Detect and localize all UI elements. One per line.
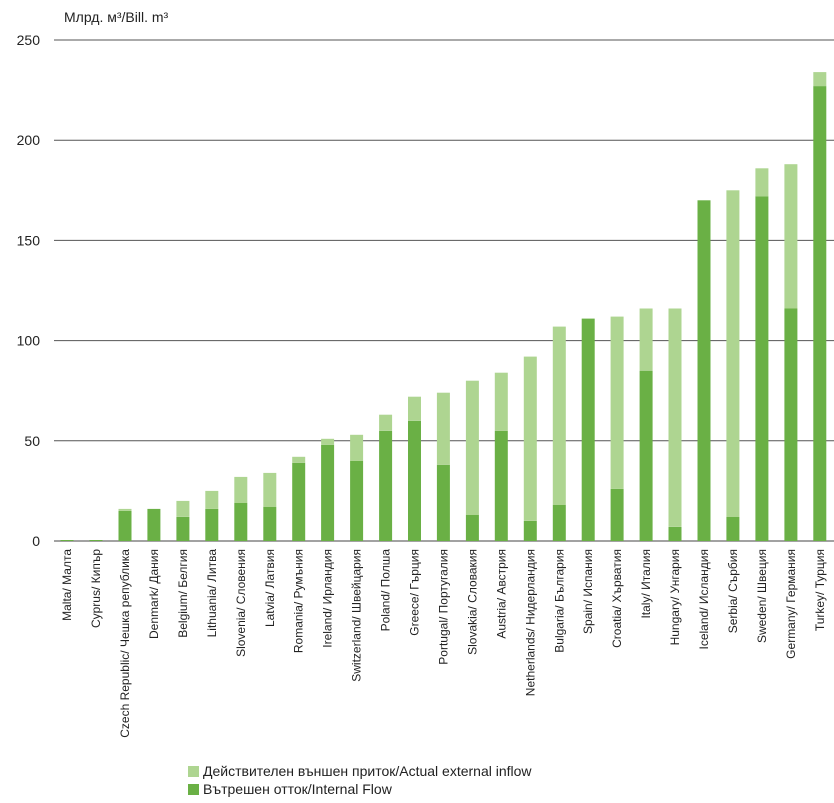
x-axis-labels: Malta/ Малта Cyprus/ Кипър Czech Republic/…	[60, 549, 827, 738]
x-tick-label: Poland/ Полша	[379, 549, 393, 632]
legend-swatch-external-inflow	[188, 765, 199, 777]
y-axis-ticks: 0 50 100 150 200 250	[17, 32, 41, 549]
x-tick-label: Romania/ Румъния	[292, 549, 306, 653]
bar-external-inflow-21	[668, 308, 682, 527]
bar-internal-flow-3	[147, 508, 161, 541]
bar-internal-flow-24	[755, 196, 769, 542]
bar-internal-flow-16	[523, 521, 537, 541]
bar-external-inflow-6	[234, 476, 248, 503]
x-tick-label: Cyprus/ Кипър	[89, 549, 103, 628]
bar-external-inflow-11	[379, 414, 393, 431]
bar-internal-flow-25	[784, 308, 798, 541]
bar-external-inflow-5	[205, 490, 219, 509]
x-tick-label: Latvia/ Латвия	[263, 549, 277, 627]
legend-label-internal-flow: Вътрешен отток/Internal Flow	[203, 781, 392, 797]
bar-internal-flow-2	[118, 510, 132, 541]
x-tick-label: Turkey/ Турция	[813, 549, 827, 631]
bar-external-inflow-25	[784, 164, 798, 309]
x-tick-label: Croatia/ Хърватия	[610, 549, 624, 648]
legend-swatch-internal-flow	[188, 783, 199, 795]
x-tick-label: Netherlands/ Нидерландия	[523, 549, 537, 696]
bar-external-inflow-17	[552, 326, 566, 505]
x-tick-label: Belgium/ Белгия	[176, 549, 190, 638]
x-tick-label: Germany/ Германия	[784, 549, 798, 659]
bar-internal-flow-20	[639, 370, 653, 541]
bar-internal-flow-4	[176, 517, 190, 541]
x-tick-label: Greece/ Гърция	[408, 549, 422, 636]
x-tick-label: Switzerland/ Швейцария	[350, 549, 364, 682]
bars	[60, 72, 827, 542]
bar-external-inflow-12	[408, 396, 421, 421]
bar-internal-flow-19	[610, 488, 624, 541]
bar-external-inflow-26	[813, 72, 827, 87]
bar-external-inflow-15	[494, 372, 508, 431]
y-tick-label-250: 250	[17, 32, 41, 48]
bar-internal-flow-21	[668, 527, 682, 541]
bar-external-inflow-16	[523, 356, 537, 521]
x-tick-label: Malta/ Малта	[60, 549, 74, 621]
bar-internal-flow-7	[263, 506, 277, 541]
bar-internal-flow-12	[408, 420, 421, 541]
bar-internal-flow-0	[60, 540, 74, 541]
bar-external-inflow-8	[292, 456, 306, 463]
x-tick-label: Italy/ Италия	[639, 549, 653, 619]
x-tick-label: Slovenia/ Словения	[234, 549, 248, 657]
bar-internal-flow-14	[465, 514, 479, 541]
bar-internal-flow-11	[379, 430, 393, 541]
bar-external-inflow-14	[465, 380, 479, 515]
bar-external-inflow-2	[118, 508, 132, 511]
legend-item-external-inflow: Действителен външен приток/Actual extern…	[188, 762, 532, 780]
bar-external-inflow-13	[436, 392, 450, 465]
y-tick-label-50: 50	[24, 433, 40, 449]
x-tick-label: Ireland/ Ирландия	[321, 549, 335, 648]
bar-internal-flow-8	[292, 462, 306, 541]
x-tick-label: Slovakia/ Словакия	[465, 549, 479, 655]
legend-label-external-inflow: Действителен външен приток/Actual extern…	[203, 763, 532, 779]
y-tick-label-0: 0	[32, 533, 40, 549]
x-tick-label: Spain/ Испания	[581, 549, 595, 634]
bar-external-inflow-24	[755, 168, 769, 197]
bar-external-inflow-23	[726, 190, 740, 518]
bar-external-inflow-9	[321, 438, 335, 445]
y-tick-label-200: 200	[17, 132, 41, 148]
bar-internal-flow-10	[350, 460, 364, 541]
x-tick-label: Lithuania/ Литва	[205, 549, 219, 638]
bar-internal-flow-22	[697, 200, 711, 542]
y-tick-label-100: 100	[17, 333, 41, 349]
bar-internal-flow-23	[726, 517, 740, 541]
x-tick-label: Bulgaria/ България	[552, 549, 566, 653]
bar-external-inflow-20	[639, 308, 653, 371]
x-tick-label: Serbia/ Сърбия	[726, 549, 740, 633]
bar-internal-flow-18	[581, 318, 595, 541]
x-tick-label: Austria/ Австрия	[494, 549, 508, 639]
y-tick-label-150: 150	[17, 232, 41, 248]
bar-internal-flow-5	[205, 508, 219, 541]
x-tick-label: Denmark/ Дания	[147, 549, 161, 639]
bar-external-inflow-4	[176, 500, 190, 517]
bar-internal-flow-9	[321, 444, 335, 541]
x-tick-label: Iceland/ Исландия	[697, 549, 711, 650]
x-tick-label: Hungary/ Унгария	[668, 549, 682, 645]
bar-external-inflow-19	[610, 316, 624, 489]
legend: Действителен външен приток/Actual extern…	[188, 762, 532, 798]
x-tick-label: Portugal/ Португалия	[436, 549, 450, 665]
legend-item-internal-flow: Вътрешен отток/Internal Flow	[188, 780, 532, 798]
y-axis-unit-label: Млрд. м³/Bill. m³	[64, 9, 169, 25]
bar-internal-flow-15	[494, 430, 508, 541]
x-tick-label: Czech Republic/ Чешка република	[118, 549, 132, 738]
bar-internal-flow-26	[813, 86, 827, 541]
bar-external-inflow-10	[350, 434, 364, 461]
bar-internal-flow-6	[234, 502, 248, 541]
x-tick-label: Sweden/ Швеция	[755, 549, 769, 643]
bar-internal-flow-13	[436, 464, 450, 541]
bar-external-inflow-7	[263, 472, 277, 507]
bar-internal-flow-17	[552, 504, 566, 541]
bar-internal-flow-1	[89, 540, 103, 541]
